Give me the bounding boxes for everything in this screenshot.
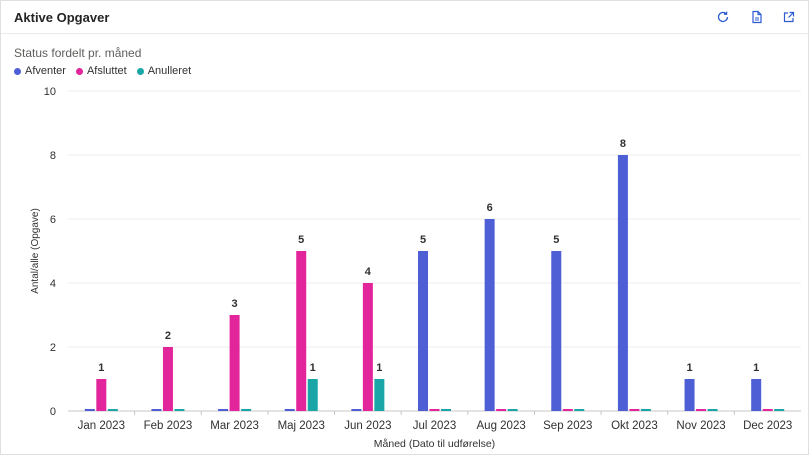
bar-afsluttet	[96, 379, 107, 411]
bar-anulleret	[374, 379, 385, 411]
bar-anulleret	[507, 409, 518, 411]
x-tick-label: Jul 2023	[413, 420, 456, 432]
card-header: Aktive Opgaver	[1, 1, 808, 34]
y-tick-label: 0	[50, 406, 56, 418]
x-tick-label: Nov 2023	[676, 420, 725, 432]
data-label: 1	[753, 362, 759, 374]
bar-anulleret	[307, 379, 318, 411]
x-tick-label: Mar 2023	[210, 420, 259, 432]
bar-anulleret	[574, 409, 585, 411]
bar-afventer	[684, 379, 695, 411]
y-tick-label: 2	[50, 342, 56, 354]
data-label: 4	[365, 266, 372, 278]
bar-afventer	[551, 251, 562, 411]
bar-anulleret	[441, 409, 451, 411]
bar-anulleret	[707, 409, 718, 411]
bar-afsluttet	[429, 409, 440, 411]
bar-afventer	[84, 409, 95, 411]
export-button[interactable]	[747, 7, 767, 27]
bar-anulleret	[640, 409, 651, 411]
legend-label: Afsluttet	[86, 65, 127, 77]
legend-label: Afventer	[25, 65, 66, 77]
bar-afsluttet	[362, 283, 373, 411]
x-axis-title: Måned (Dato til udførelse)	[374, 438, 495, 450]
bar-afventer	[418, 251, 428, 411]
bar-afsluttet	[562, 409, 573, 411]
bar-anulleret	[241, 409, 252, 411]
y-tick-label: 4	[50, 278, 56, 290]
refresh-icon	[717, 11, 729, 23]
bar-afsluttet	[629, 409, 640, 411]
expand-button[interactable]	[779, 7, 799, 27]
data-label: 1	[98, 362, 104, 374]
data-label: 8	[620, 138, 626, 150]
x-tick-label: Jun 2023	[344, 420, 391, 432]
legend-item-afventer[interactable]: Afventer	[14, 65, 66, 77]
x-tick-label: Aug 2023	[477, 420, 526, 432]
data-label: 5	[298, 234, 304, 246]
bar-afventer	[751, 379, 762, 411]
bar-anulleret	[774, 409, 785, 411]
x-tick-label: Feb 2023	[144, 420, 193, 432]
bar-afventer	[351, 409, 362, 411]
bar-afsluttet	[296, 251, 307, 411]
bar-afventer	[218, 409, 229, 411]
bar-afsluttet	[229, 315, 240, 411]
bar-afventer	[617, 155, 628, 411]
legend-dot	[136, 67, 144, 75]
data-label: 1	[376, 362, 382, 374]
bar-afsluttet	[762, 409, 773, 411]
bar-afventer	[484, 219, 495, 411]
bar-anulleret	[174, 409, 185, 411]
data-label: 6	[487, 202, 493, 214]
x-tick-label: Sep 2023	[543, 420, 592, 432]
data-label: 3	[232, 298, 238, 310]
legend-dot	[14, 67, 21, 75]
x-tick-label: Jan 2023	[78, 420, 125, 432]
data-label: 5	[553, 234, 559, 246]
bar-anulleret	[107, 409, 118, 411]
y-tick-label: 8	[50, 150, 56, 162]
x-tick-label: Okt 2023	[611, 420, 658, 432]
legend-item-anulleret[interactable]: Anulleret	[136, 65, 192, 77]
refresh-button[interactable]	[713, 7, 733, 27]
bar-afsluttet	[696, 409, 707, 411]
expand-icon	[783, 11, 795, 23]
chart-legend: Afventer Afsluttet Anulleret	[14, 65, 191, 77]
data-label: 1	[310, 362, 316, 374]
data-label: 1	[686, 362, 692, 374]
x-tick-label: Dec 2023	[743, 420, 792, 432]
card-title: Aktive Opgaver	[14, 10, 110, 25]
x-tick-label: Maj 2023	[278, 420, 325, 432]
legend-dot	[75, 67, 83, 75]
legend-label: Anulleret	[147, 65, 192, 77]
y-tick-label: 6	[50, 214, 56, 226]
legend-item-afsluttet[interactable]: Afsluttet	[75, 65, 127, 77]
chart-title: Status fordelt pr. måned	[14, 46, 142, 60]
y-tick-label: 10	[44, 86, 56, 98]
y-axis-title: Antal/alle (Opgave)	[30, 208, 41, 294]
data-label: 5	[420, 234, 426, 246]
export-icon	[752, 10, 762, 24]
bar-afsluttet	[496, 409, 507, 411]
data-label: 2	[165, 330, 171, 342]
bar-afventer	[151, 409, 162, 411]
bar-afsluttet	[162, 347, 173, 411]
bar-afventer	[284, 409, 295, 411]
